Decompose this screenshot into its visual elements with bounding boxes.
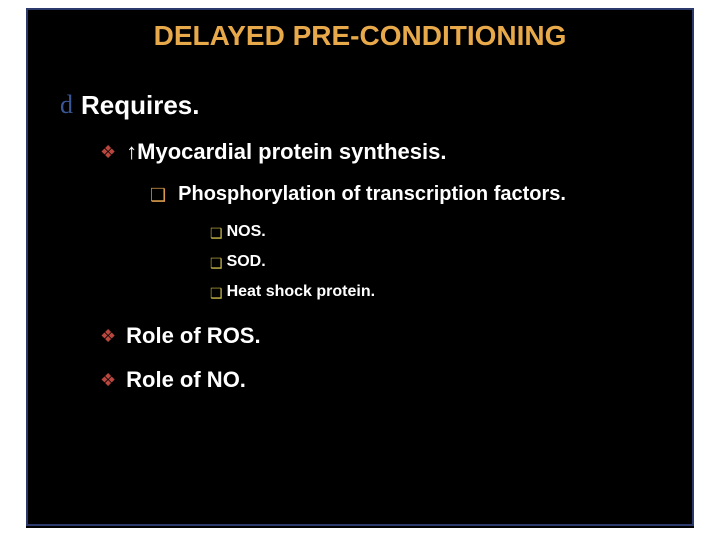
bullet-level4: ❑ Heat shock protein. — [210, 283, 670, 303]
title-text: DELAYED PRE-CONDITIONING — [154, 20, 567, 51]
diamond-bullet-icon: ❖ — [100, 323, 116, 349]
bullet-level1: d Requires. — [60, 90, 670, 121]
square-bullet-icon: ❑ — [210, 253, 223, 273]
level2-text-2: Role of NO. — [126, 367, 246, 393]
bullet-level3: ❑ Phosphorylation of transcription facto… — [150, 183, 670, 207]
glyph-bullet-icon: d — [60, 90, 73, 120]
square-bullet-icon: ❑ — [210, 223, 223, 243]
up-arrow-icon: ↑ — [126, 139, 137, 165]
bottom-divider — [26, 526, 694, 528]
square-bullet-icon: ❑ — [150, 183, 166, 207]
level4-text-1: SOD. — [227, 253, 266, 271]
bullet-level4: ❑ NOS. — [210, 223, 670, 243]
slide-container: DELAYED PRE-CONDITIONING d Requires. ❖ ↑… — [0, 0, 720, 540]
bullet-level4: ❑ SOD. — [210, 253, 670, 273]
level2-text-0: Myocardial protein synthesis. — [137, 139, 446, 164]
diamond-bullet-icon: ❖ — [100, 139, 116, 165]
level3-text: Phosphorylation of transcription factors… — [178, 183, 566, 206]
diamond-bullet-icon: ❖ — [100, 367, 116, 393]
slide-content: d Requires. ❖ ↑Myocardial protein synthe… — [60, 90, 670, 411]
level4-text-2: Heat shock protein. — [227, 283, 375, 301]
level2-text-1: Role of ROS. — [126, 323, 260, 349]
slide-title: DELAYED PRE-CONDITIONING — [50, 20, 670, 52]
level2-text: ↑Myocardial protein synthesis. — [126, 139, 446, 165]
square-bullet-icon: ❑ — [210, 283, 223, 303]
level4-text-0: NOS. — [227, 223, 266, 241]
bullet-level2: ❖ Role of NO. — [100, 367, 670, 393]
level1-text: Requires. — [81, 90, 200, 121]
bullet-level2: ❖ Role of ROS. — [100, 323, 670, 349]
bullet-level2: ❖ ↑Myocardial protein synthesis. — [100, 139, 670, 165]
